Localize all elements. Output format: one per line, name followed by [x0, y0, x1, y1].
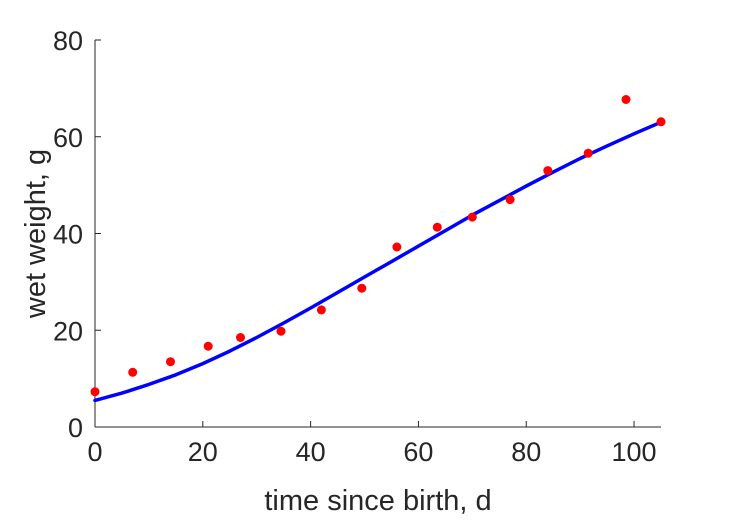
x-tick-label: 0	[87, 437, 102, 467]
data-point	[316, 305, 326, 315]
y-tick-label: 20	[53, 316, 83, 346]
y-tick-label: 80	[53, 26, 83, 56]
data-point	[166, 357, 175, 367]
data-point	[432, 222, 442, 232]
y-tick-label: 0	[68, 413, 83, 443]
data-point	[128, 367, 138, 377]
axes	[94, 40, 661, 428]
y-tick-label: 40	[53, 220, 83, 250]
data-point	[392, 242, 402, 252]
data-point	[656, 117, 666, 127]
data-point	[203, 341, 213, 351]
data-point	[90, 387, 100, 397]
data-point	[236, 333, 245, 342]
series	[90, 95, 666, 403]
data-point	[583, 148, 593, 158]
x-tick-label: 20	[188, 437, 218, 467]
ticks: 0 20 40 60 80 100 0 20 40 60 80	[53, 26, 657, 467]
x-tick-label: 80	[511, 437, 541, 467]
x-tick-label: 60	[403, 437, 433, 467]
data-point	[543, 166, 553, 176]
data-point	[357, 283, 367, 293]
data-point	[276, 326, 286, 336]
y-tick-label: 60	[53, 123, 83, 153]
x-tick-label: 40	[296, 437, 326, 467]
data-point	[505, 195, 515, 205]
data-point	[621, 95, 631, 104]
y-axis-label: wet weight, g	[20, 149, 52, 319]
model-fit-line	[93, 120, 663, 403]
data-point	[467, 212, 477, 222]
x-axis-label: time since birth, d	[264, 485, 491, 517]
x-tick-label: 100	[612, 437, 657, 467]
